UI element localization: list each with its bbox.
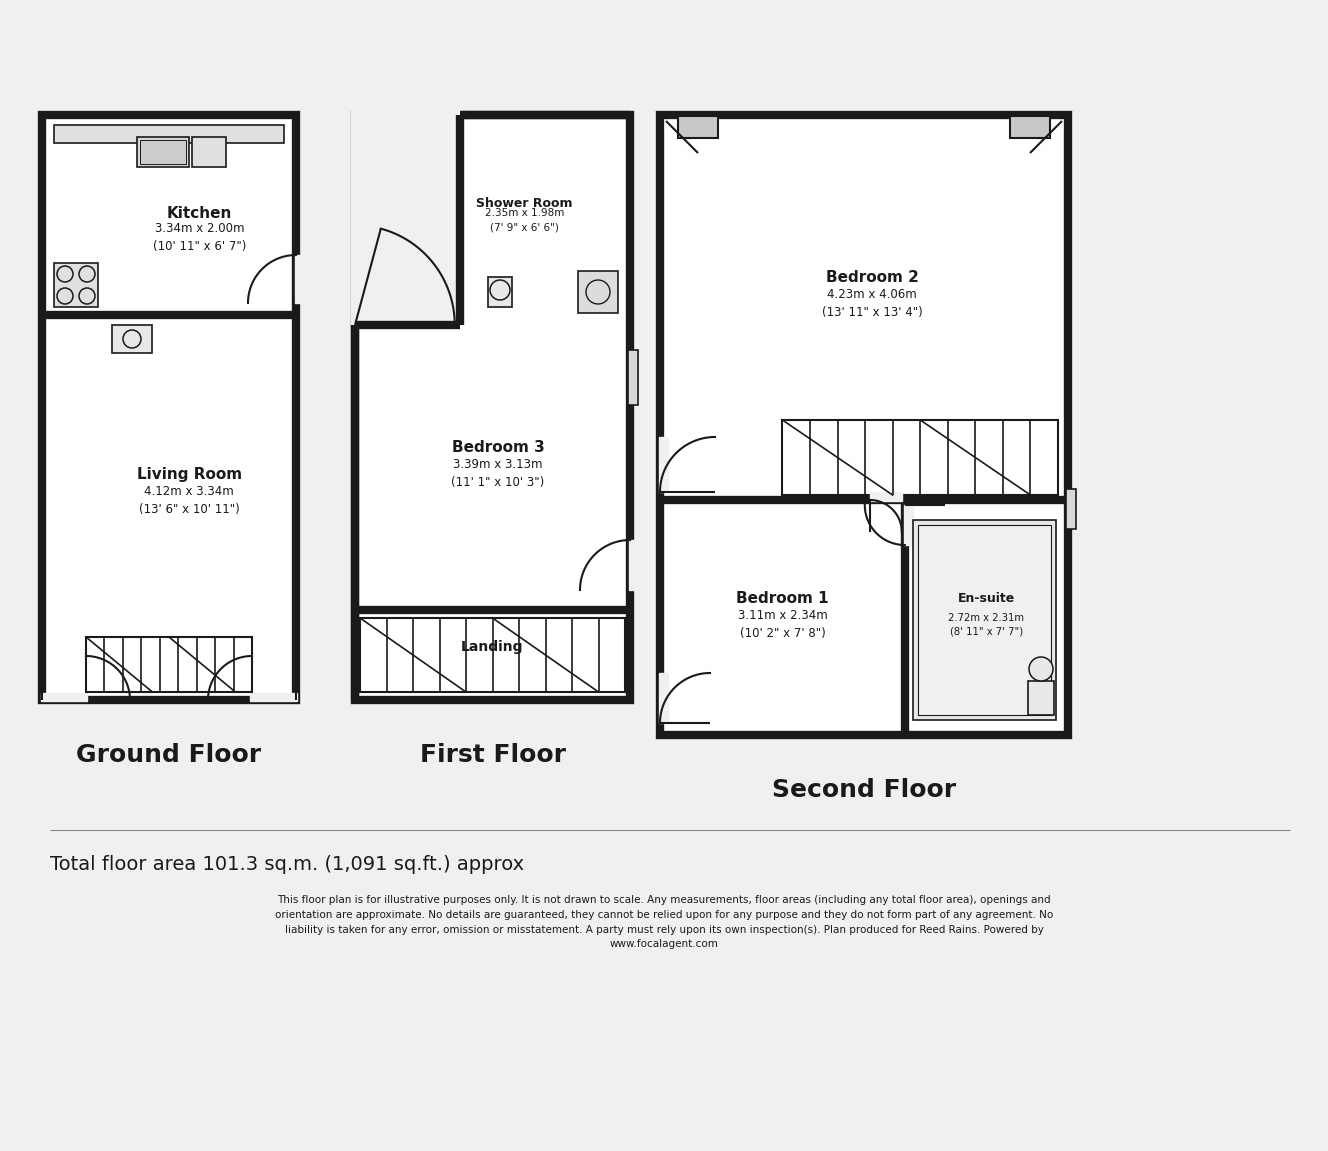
Bar xyxy=(1066,489,1076,529)
Bar xyxy=(41,693,88,701)
Text: 3.34m x 2.00m
(10' 11" x 6' 7"): 3.34m x 2.00m (10' 11" x 6' 7") xyxy=(153,221,246,252)
Bar xyxy=(782,420,1058,495)
Bar xyxy=(54,125,284,143)
Bar xyxy=(1028,681,1054,715)
Bar xyxy=(193,137,226,167)
Bar xyxy=(112,325,151,353)
Text: En-suite: En-suite xyxy=(957,593,1015,605)
Text: Second Floor: Second Floor xyxy=(772,778,956,802)
Bar xyxy=(912,520,1056,721)
Text: Shower Room: Shower Room xyxy=(477,197,572,209)
Text: 4.23m x 4.06m
(13' 11" x 13' 4"): 4.23m x 4.06m (13' 11" x 13' 4") xyxy=(822,288,923,319)
Bar xyxy=(42,115,296,700)
Text: Bedroom 1: Bedroom 1 xyxy=(736,592,829,607)
Text: Bedroom 2: Bedroom 2 xyxy=(826,270,919,285)
Bar xyxy=(139,140,186,163)
Bar xyxy=(660,115,1068,735)
Text: Total floor area 101.3 sq.m. (1,091 sq.ft.) approx: Total floor area 101.3 sq.m. (1,091 sq.f… xyxy=(50,855,525,874)
Text: This floor plan is for illustrative purposes only. It is not drawn to scale. Any: This floor plan is for illustrative purp… xyxy=(275,895,1053,950)
Text: Living Room: Living Room xyxy=(137,467,242,482)
Text: Bedroom 3: Bedroom 3 xyxy=(452,441,544,456)
Bar xyxy=(578,270,618,313)
Bar xyxy=(54,262,98,307)
Bar xyxy=(918,525,1050,715)
Text: 3.39m x 3.13m
(11' 1" x 10' 3"): 3.39m x 3.13m (11' 1" x 10' 3") xyxy=(452,458,544,489)
Bar xyxy=(86,637,252,692)
Bar xyxy=(137,137,189,167)
Bar xyxy=(659,673,668,723)
Bar xyxy=(295,256,307,303)
Bar xyxy=(250,693,297,701)
Bar xyxy=(628,350,637,405)
Text: Kitchen: Kitchen xyxy=(167,206,232,221)
Bar xyxy=(629,540,641,590)
Text: 2.35m x 1.98m
(7' 9" x 6' 6"): 2.35m x 1.98m (7' 9" x 6' 6") xyxy=(485,208,564,233)
Circle shape xyxy=(1029,657,1053,681)
Text: 4.12m x 3.34m
(13' 6" x 10' 11"): 4.12m x 3.34m (13' 6" x 10' 11") xyxy=(139,485,239,516)
Bar xyxy=(659,437,668,491)
Text: Ground Floor: Ground Floor xyxy=(77,744,262,767)
Bar xyxy=(487,277,513,307)
Text: Landing: Landing xyxy=(461,640,523,654)
Bar xyxy=(679,116,718,138)
Bar xyxy=(870,491,902,501)
Text: 3.11m x 2.34m
(10' 2" x 7' 8"): 3.11m x 2.34m (10' 2" x 7' 8") xyxy=(737,609,827,640)
Bar xyxy=(1011,116,1050,138)
Text: First Floor: First Floor xyxy=(420,744,566,767)
Bar xyxy=(360,618,625,692)
Bar xyxy=(355,115,629,700)
Bar xyxy=(351,110,461,325)
Bar xyxy=(904,505,912,546)
Circle shape xyxy=(490,280,510,300)
Text: 2.72m x 2.31m
(8' 11" x 7' 7"): 2.72m x 2.31m (8' 11" x 7' 7") xyxy=(948,612,1024,637)
